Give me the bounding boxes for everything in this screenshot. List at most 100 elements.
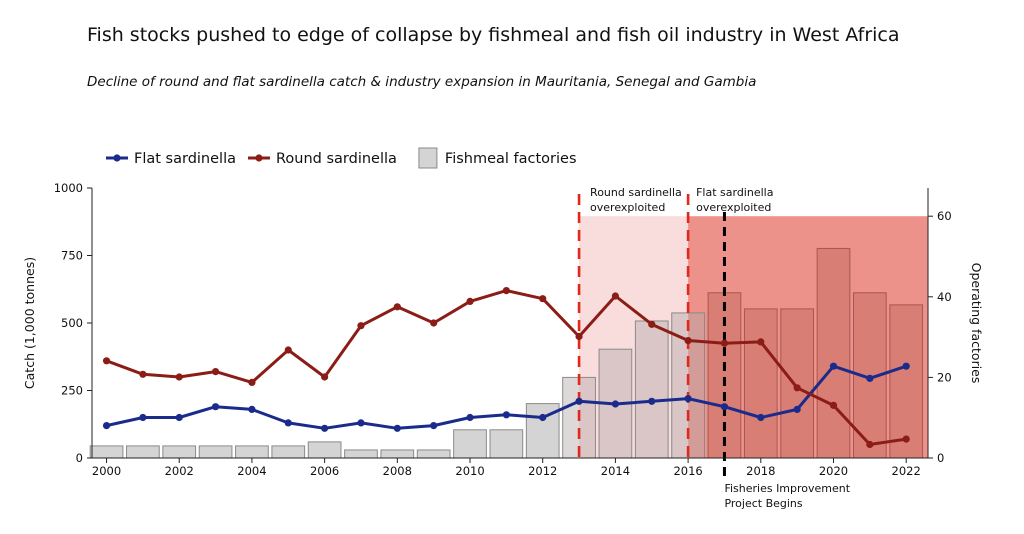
axes: 0 250 500 750 1000 0 20 40 60 2000 2002 2004 2006 200… [22, 181, 984, 478]
factory-bar-2004 [235, 445, 269, 459]
flat-sardinella-point-2022 [902, 362, 910, 370]
flat-sardinella-point-2019 [793, 405, 801, 413]
y-tick-label-750: 750 [61, 249, 83, 263]
annotation-label-2-line-1: Flat sardinella [696, 186, 773, 199]
factory-bar-2020 [816, 247, 851, 459]
round-sardinella-point-2008 [393, 303, 401, 311]
round-sardinella-point-2002 [175, 373, 183, 381]
factory-bar-2011 [489, 429, 524, 459]
flat-sardinella-point-2020 [829, 362, 838, 370]
annotation-label-3-line-1: Fisheries Improvement [724, 482, 850, 495]
y-tick-label-1000: 1000 [54, 181, 83, 195]
round-sardinella-point-2004 [248, 378, 256, 386]
flat-sardinella-point-2012 [539, 413, 547, 422]
factory-bar-2015 [634, 320, 669, 459]
x-tick-label-2000: 2000 [92, 464, 121, 478]
y2-tick-label-60: 60 [937, 209, 952, 223]
annotation-lines [577, 194, 726, 476]
x-tick-label-2018: 2018 [746, 464, 775, 478]
annotation-label-1-line-1: Round sardinella [590, 186, 682, 199]
factory-bar-2000 [89, 445, 124, 459]
flat-sardinella-point-2001 [139, 413, 147, 422]
y-tick-label-0: 0 [76, 451, 83, 465]
flat-sardinella-point-2011 [502, 411, 510, 419]
flat-sardinella-point-2000 [102, 422, 111, 430]
round-sardinella-point-2017 [720, 339, 729, 347]
round-sardinella-point-2013 [575, 332, 583, 341]
x-tick-label-2014: 2014 [601, 464, 630, 478]
legend-label-fishmeal-factories: Fishmeal factories [445, 151, 577, 167]
factory-bar-2018 [743, 308, 778, 459]
round-sardinella-point-2021 [866, 440, 874, 449]
annotation-labels: Round sardinella overexploited Flat sardin… [590, 186, 851, 510]
flat-sardinella-point-2009 [430, 422, 438, 430]
flat-sardinella-point-2006 [321, 424, 329, 432]
flat-sardinella-point-2013 [575, 397, 583, 405]
factory-bar-2006 [307, 441, 342, 459]
round-sardinella-point-2006 [321, 373, 329, 381]
x-tick-label-2016: 2016 [673, 464, 702, 478]
round-sardinella-point-2015 [648, 320, 656, 328]
factory-bar-2005 [271, 445, 306, 459]
factory-bar-2008 [380, 449, 415, 459]
flat-sardinella-point-2021 [866, 374, 874, 382]
x-tick-label-2006: 2006 [310, 464, 339, 478]
x-tick-label-2004: 2004 [237, 464, 266, 478]
flat-sardinella-point-2007 [357, 419, 365, 427]
y-tick-label-250: 250 [61, 384, 83, 398]
round-sardinella-point-2005 [284, 346, 292, 354]
factory-bar-2002 [162, 445, 197, 459]
factory-bar-2007 [344, 449, 378, 459]
round-sardinella-point-2019 [793, 384, 801, 392]
x-tick-label-2008: 2008 [383, 464, 412, 478]
legend: Flat sardinella Round sardinella Fishmeal … [106, 147, 577, 169]
flat-sardinella-point-2017 [720, 403, 729, 411]
round-sardinella-point-2011 [502, 287, 510, 295]
round-sardinella-point-2007 [357, 322, 365, 330]
round-sardinella-point-2010 [466, 297, 474, 305]
flat-sardinella-point-2018 [757, 413, 765, 422]
y-axis-label: Catch (1,000 tonnes) [22, 257, 37, 389]
round-sardinella-point-2020 [829, 401, 838, 409]
x-tick-label-2022: 2022 [892, 464, 921, 478]
flat-sardinella-point-2015 [648, 397, 656, 405]
flat-sardinella-point-2014 [611, 400, 620, 408]
x-tick-label-2020: 2020 [819, 464, 848, 478]
round-sardinella-point-2014 [611, 292, 620, 300]
round-sardinella-point-2018 [757, 338, 765, 346]
flat-sardinella-point-2008 [393, 424, 401, 432]
round-sardinella-point-2000 [102, 357, 111, 365]
flat-sardinella-point-2016 [684, 395, 692, 403]
round-sardinella-point-2001 [139, 370, 147, 378]
flat-sardinella-point-2003 [211, 403, 220, 411]
y2-tick-label-20: 20 [937, 370, 952, 384]
flat-sardinella-point-2004 [248, 405, 256, 413]
factory-bar-2001 [126, 445, 160, 459]
round-sardinella-point-2016 [684, 336, 692, 345]
flat-sardinella-point-2010 [466, 413, 474, 422]
flat-sardinella-point-2005 [284, 419, 292, 427]
round-sardinella-point-2009 [430, 319, 438, 327]
x-tick-label-2012: 2012 [528, 464, 557, 478]
series-lines [102, 287, 910, 449]
round-sardinella-point-2012 [539, 295, 547, 303]
legend-label-flat-sardinella: Flat sardinella [134, 151, 236, 167]
factory-bar-2019 [780, 308, 815, 459]
y2-tick-label-40: 40 [937, 290, 952, 304]
shaded-region-1 [579, 216, 689, 458]
factory-bar-2010 [453, 429, 487, 459]
chart-title: Fish stocks pushed to edge of collapse b… [87, 24, 900, 46]
legend-swatch-fishmeal-factories [418, 147, 438, 169]
y2-axis-label: Operating factories [969, 263, 984, 384]
factory-bar-2022 [889, 304, 924, 459]
round-sardinella-point-2003 [211, 368, 220, 376]
annotation-label-2-line-2: overexploited [696, 201, 771, 214]
round-sardinella-point-2022 [902, 435, 910, 443]
annotation-label-1-line-2: overexploited [590, 201, 665, 214]
legend-marker-round-sardinella [255, 154, 263, 162]
annotation-label-3-line-2: Project Begins [724, 497, 802, 510]
x-tick-label-2002: 2002 [165, 464, 194, 478]
flat-sardinella-point-2002 [175, 413, 183, 422]
x-tick-label-2010: 2010 [455, 464, 484, 478]
